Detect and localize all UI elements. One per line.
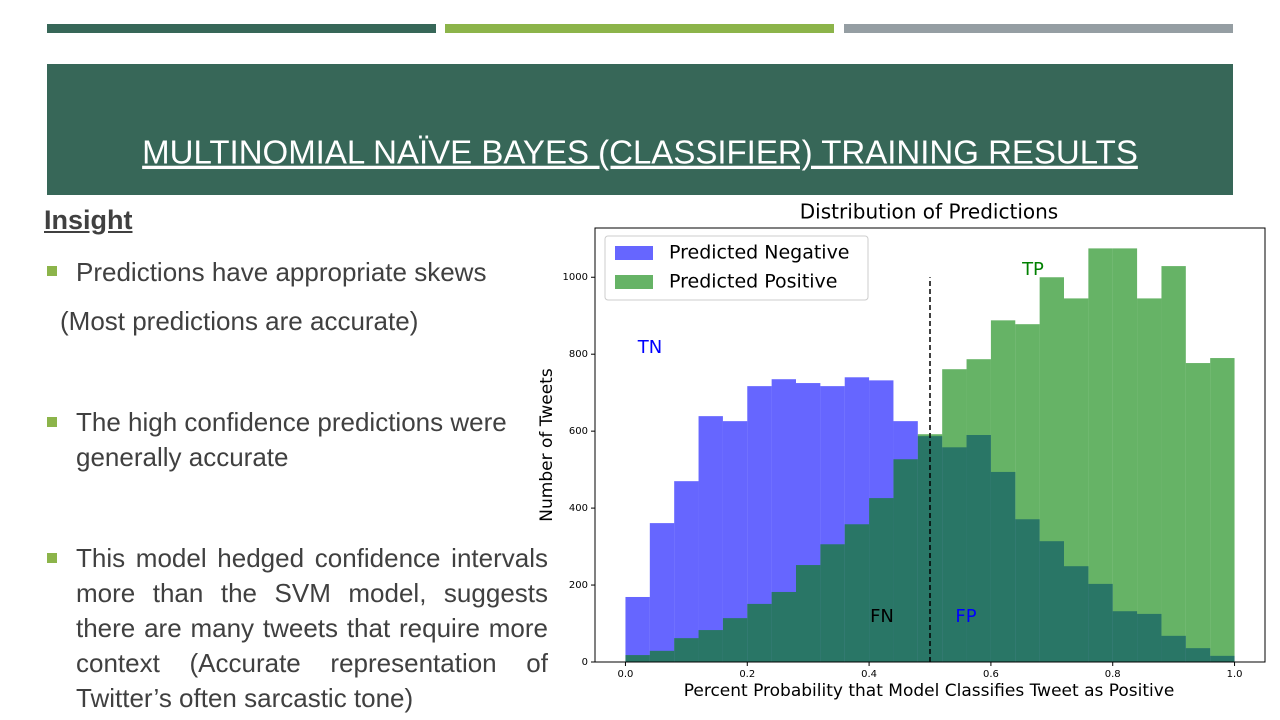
histogram-bar <box>820 544 845 662</box>
histogram-bar <box>1039 277 1064 662</box>
chart-title: Distribution of Predictions <box>800 200 1058 224</box>
y-tick-label: 600 <box>569 426 588 437</box>
accent-bar <box>844 24 1233 33</box>
histogram-bar <box>796 565 821 662</box>
histogram-bar <box>990 320 1016 662</box>
histogram-bar <box>844 524 870 662</box>
bullet-text: Predictions have appropriate skews <box>76 257 487 287</box>
y-tick-label: 0 <box>582 657 588 668</box>
bullet-text: This model hedged confidence intervals m… <box>76 543 548 713</box>
x-tick-label: 1.0 <box>1227 669 1243 680</box>
heading: Insight <box>44 205 133 235</box>
histogram-bar <box>674 481 699 662</box>
accent-bar <box>47 24 436 33</box>
legend-box <box>604 235 869 301</box>
histogram-bar <box>698 630 723 662</box>
bullet-text: The high confidence predictions were gen… <box>76 407 507 472</box>
histogram-bar <box>649 650 675 662</box>
x-tick-label: 0.2 <box>739 669 755 680</box>
y-axis-label: Number of Tweets <box>537 368 557 522</box>
x-tick-label: 0.0 <box>618 669 634 680</box>
histogram-bar <box>1015 324 1040 662</box>
histogram-bar <box>625 655 650 662</box>
histogram-bar <box>1112 248 1138 662</box>
legend-swatch <box>615 275 653 289</box>
histogram-bar <box>869 498 894 662</box>
annotation: FP <box>955 606 976 627</box>
histogram-bar <box>1210 358 1235 662</box>
histogram-bar <box>771 591 796 662</box>
histogram-bar <box>722 618 748 662</box>
legend-label: Predicted Negative <box>669 242 850 264</box>
x-tick-label: 0.8 <box>1105 669 1121 680</box>
legend-swatch <box>615 246 653 260</box>
x-axis-label: Percent Probability that Model Classifie… <box>684 681 1175 701</box>
histogram-bar <box>698 416 723 662</box>
histogram-bar <box>1185 363 1211 662</box>
bullet-marker <box>47 266 57 276</box>
x-tick-label: 0.4 <box>861 669 877 680</box>
annotation: TP <box>1021 259 1044 280</box>
x-tick-label: 0.6 <box>983 669 999 680</box>
y-tick-label: 200 <box>569 580 588 591</box>
histogram-bar <box>674 638 699 662</box>
plot-frame <box>594 227 1266 663</box>
y-tick-label: 400 <box>569 503 588 514</box>
histogram-bar <box>1161 266 1186 662</box>
histogram-bar <box>1137 298 1162 662</box>
annotation: TN <box>637 337 662 358</box>
annotation: FN <box>870 606 894 627</box>
bullet-marker <box>47 553 57 563</box>
slide-title: MULTINOMIAL NAÏVE BAYES (CLASSIFIER) TRA… <box>142 134 1138 171</box>
bullet-marker <box>47 417 57 427</box>
title-banner <box>47 64 1233 195</box>
histogram-bar <box>893 459 918 662</box>
legend-label: Predicted Positive <box>669 271 837 293</box>
histogram-bar <box>649 523 675 662</box>
accent-bar <box>445 24 834 33</box>
histogram-bar <box>625 596 650 662</box>
histogram-bar <box>1088 248 1113 662</box>
y-tick-label: 1000 <box>563 272 588 283</box>
histogram-bar <box>966 359 991 662</box>
note-text: (Most predictions are accurate) <box>60 306 419 336</box>
histogram-bar <box>747 603 772 662</box>
y-tick-label: 800 <box>569 349 588 360</box>
histogram-bar <box>942 369 967 662</box>
histogram-bar <box>1064 298 1089 662</box>
